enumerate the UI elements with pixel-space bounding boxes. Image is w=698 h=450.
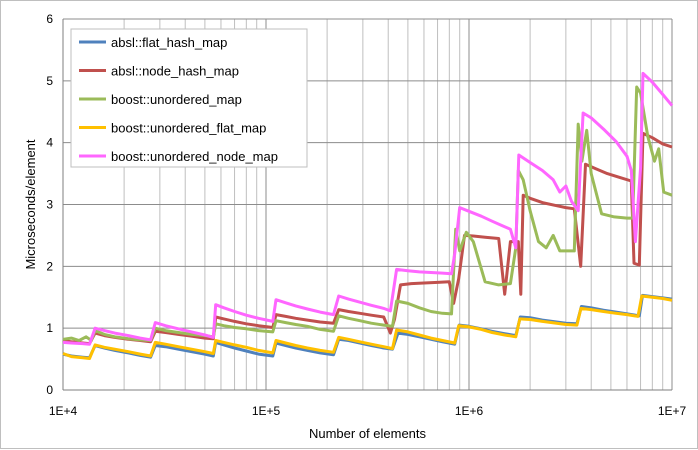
legend-label: absl::node_hash_map xyxy=(111,64,239,79)
x-tick-label: 1E+7 xyxy=(658,404,687,418)
x-axis-title: Number of elements xyxy=(309,426,427,441)
series-line-2 xyxy=(62,85,673,342)
series-line-4 xyxy=(62,71,674,346)
legend-box xyxy=(70,28,308,168)
y-tick-label: 6 xyxy=(46,12,53,26)
legend: absl::flat_hash_mapabsl::node_hash_mapbo… xyxy=(70,28,308,168)
y-tick-label: 5 xyxy=(46,74,53,88)
axes xyxy=(62,19,672,391)
series-line-3 xyxy=(62,294,673,360)
y-tick-label: 3 xyxy=(46,198,53,212)
y-tick-label: 4 xyxy=(46,136,53,150)
legend-label: boost::unordered_map xyxy=(111,92,242,107)
x-tick-label: 1E+5 xyxy=(252,404,281,418)
x-tick-label: 1E+4 xyxy=(49,404,78,418)
x-tick-label: 1E+6 xyxy=(455,404,484,418)
y-tick-label: 2 xyxy=(46,259,53,273)
legend-label: absl::flat_hash_map xyxy=(111,35,227,50)
y-tick-label: 0 xyxy=(46,383,53,397)
legend-items: absl::flat_hash_mapabsl::node_hash_mapbo… xyxy=(79,35,278,164)
tick-labels: 0 1 2 3 4 5 6 1E+4 1E+5 1E+6 1E+7 xyxy=(46,12,686,418)
y-axis-title: Microseconds/element xyxy=(23,139,38,269)
legend-label: boost::unordered_flat_map xyxy=(111,121,266,136)
legend-label: boost::unordered_node_map xyxy=(111,149,278,164)
series-lines xyxy=(62,71,674,360)
y-tick-label: 1 xyxy=(46,321,53,335)
